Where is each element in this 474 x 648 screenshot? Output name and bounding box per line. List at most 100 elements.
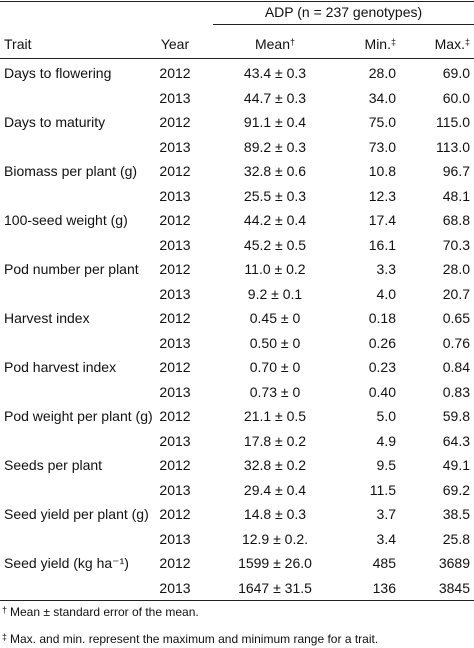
year-cell: 2013 [159,481,191,498]
mean-cell: 32.8 ± 0.6 [243,163,307,179]
min-cell: 0.23 [368,359,396,375]
column-header: Year [150,35,200,53]
min-cell: 10.8 [368,163,396,179]
column-header: Trait [4,35,164,53]
max-cell: 3689 [438,555,470,571]
trait-name: Seed yield per plant (g) [4,506,149,522]
max-cell: 59.8 [442,408,470,424]
min-cell: 0.18 [368,310,396,326]
max-cell: 0.65 [442,310,470,326]
mean-cell: 11.0 ± 0.2 [244,261,306,277]
year-cell: 2012 [159,408,191,424]
min-cell: 0.26 [368,334,396,351]
year-cell: 2012 [159,65,191,81]
min-cell: 34.0 [368,89,396,106]
min-cell: 75.0 [368,114,396,130]
max-cell: 68.8 [442,212,470,228]
min-cell: 28.0 [368,65,396,81]
min-cell: 3.3 [376,261,396,277]
max-cell: 28.0 [442,261,470,277]
trait-name: Days to flowering [4,65,112,81]
max-cell: 64.3 [442,432,470,449]
mean-cell: 0.70 ± 0 [249,359,301,375]
header-text: Max. [434,36,465,52]
mean-cell: 1647 ± 31.5 [238,579,312,596]
min-cell: 5.0 [376,408,396,424]
trait-name: Days to maturity [4,114,106,130]
year-cell: 2012 [159,163,191,179]
max-cell: 25.8 [442,530,470,547]
mean-cell: 21.1 ± 0.5 [243,408,307,424]
header-mark: † [290,37,296,47]
mean-cell: 9.2 ± 0.1 [247,285,303,302]
footnote: † Mean ± standard error of the mean. [2,603,199,621]
footnote-mark: ‡ [2,632,8,642]
trait-name: Seed yield (kg ha⁻¹) [4,555,129,571]
footnote: ‡ Max. and min. represent the maximum and… [2,630,378,648]
year-cell: 2013 [159,89,191,106]
header-text: Mean [254,36,290,52]
mean-cell: 0.73 ± 0 [249,383,301,400]
min-cell: 73.0 [368,138,396,155]
year-cell: 2013 [159,432,191,449]
footnote-text: Max. and min. represent the maximum and … [10,632,379,646]
header-text: Year [160,36,190,52]
max-cell: 0.84 [442,359,470,375]
min-cell: 4.9 [376,432,396,449]
group-header: ADP (n = 237 genotypes) [264,4,423,20]
min-cell: 11.5 [369,481,396,498]
trait-name: Harvest index [4,310,90,326]
trait-name: 100-seed weight (g) [4,212,128,228]
max-cell: 20.7 [442,285,470,302]
year-cell: 2013 [159,579,191,596]
year-cell: 2012 [159,359,191,375]
year-cell: 2012 [159,114,191,130]
column-header: Max.‡ [400,35,470,53]
year-cell: 2012 [159,261,191,277]
year-cell: 2013 [159,530,191,547]
mean-cell: 43.4 ± 0.3 [243,65,307,81]
year-cell: 2013 [159,334,191,351]
footnote-text: Mean ± standard error of the mean. [10,605,199,619]
mean-cell: 0.50 ± 0 [249,334,301,351]
year-cell: 2012 [159,212,191,228]
min-cell: 4.0 [376,285,396,302]
mean-cell: 91.1 ± 0.4 [243,114,307,130]
year-cell: 2012 [159,310,191,326]
mean-cell: 89.2 ± 0.3 [243,138,307,155]
min-cell: 12.3 [368,187,396,204]
column-header: Min.‡ [340,35,396,53]
footnote-mark: † [2,605,8,615]
min-cell: 9.5 [376,457,396,473]
trait-name: Pod harvest index [4,359,117,375]
mean-cell: 29.4 ± 0.4 [243,481,307,498]
min-cell: 3.4 [376,530,396,547]
max-cell: 49.1 [442,457,470,473]
mean-cell: 32.8 ± 0.2 [243,457,307,473]
year-cell: 2013 [159,187,191,204]
mean-cell: 44.2 ± 0.4 [243,212,307,228]
min-cell: 136 [372,579,396,596]
mean-cell: 12.9 ± 0.2. [241,530,309,547]
max-cell: 60.0 [442,89,470,106]
year-cell: 2012 [159,506,191,522]
max-cell: 96.7 [442,163,470,179]
max-cell: 69.2 [442,481,470,498]
max-cell: 115.0 [436,114,470,130]
bottom-rule [0,600,474,601]
max-cell: 3845 [438,579,470,596]
year-cell: 2013 [159,138,191,155]
trait-name: Pod number per plant [4,261,139,277]
trait-name: Pod weight per plant (g) [4,408,153,424]
group-rule [213,24,474,25]
mean-cell: 44.7 ± 0.3 [243,89,307,106]
min-cell: 17.4 [368,212,396,228]
header-mark: ‡ [464,37,470,47]
min-cell: 3.7 [376,506,396,522]
min-cell: 0.40 [368,383,396,400]
year-cell: 2013 [159,383,191,400]
mean-cell: 1599 ± 26.0 [238,555,312,571]
max-cell: 38.5 [442,506,470,522]
header-text: Trait [4,36,32,52]
